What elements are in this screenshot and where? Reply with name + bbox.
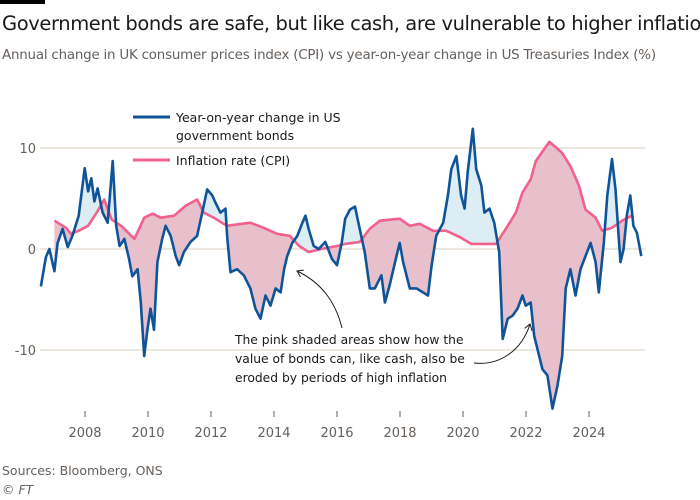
y-tick-label: -10: [15, 344, 36, 359]
x-tick-label: 2012: [194, 426, 227, 441]
legend-label-cpi: Inflation rate (CPI): [176, 153, 290, 168]
legend-label-bonds-line1: Year-on-year change in US: [175, 110, 341, 125]
x-tick-label: 2018: [383, 426, 416, 441]
chart-title: Government bonds are safe, but like cash…: [2, 12, 700, 35]
annotation-line-3: eroded by periods of high inflation: [235, 371, 447, 385]
source-note: Sources: Bloomberg, ONS: [2, 463, 163, 478]
series-line-us-government-bonds: [39, 127, 643, 410]
series-line-inflation-rate: [53, 140, 635, 254]
annotation-line-2: value of bonds can, like cash, also be: [235, 352, 465, 366]
x-tick-label: 2010: [131, 426, 164, 441]
x-tick-label: 2020: [446, 426, 479, 441]
x-tick-label: 2008: [68, 426, 101, 441]
y-tick-label: 10: [19, 142, 36, 157]
legend: Year-on-year change in US government bon…: [133, 110, 341, 168]
annotation-line-1: The pink shaded areas show how the: [234, 333, 464, 347]
chart: 10 0 -10 2008 2010 2012 2014 2016 2018 2020 2022 2…: [15, 110, 645, 441]
chart-subtitle: Annual change in UK consumer prices inde…: [2, 48, 656, 63]
x-tick-label: 2016: [320, 426, 353, 441]
annotation-arrow-2014: [297, 271, 343, 329]
copyright: © FT: [2, 482, 34, 497]
annotation: The pink shaded areas show how the value…: [234, 271, 530, 385]
x-tick-label: 2022: [509, 426, 542, 441]
legend-label-bonds-line2: government bonds: [176, 128, 294, 143]
annotation-arrow-2022: [473, 324, 530, 364]
ft-brand-bar: [0, 0, 45, 4]
y-tick-label: 0: [28, 243, 36, 258]
x-tick-label: 2024: [572, 426, 605, 441]
x-tick-label: 2014: [257, 426, 290, 441]
inflation-exceeds-bonds-shading: [54, 128, 634, 409]
